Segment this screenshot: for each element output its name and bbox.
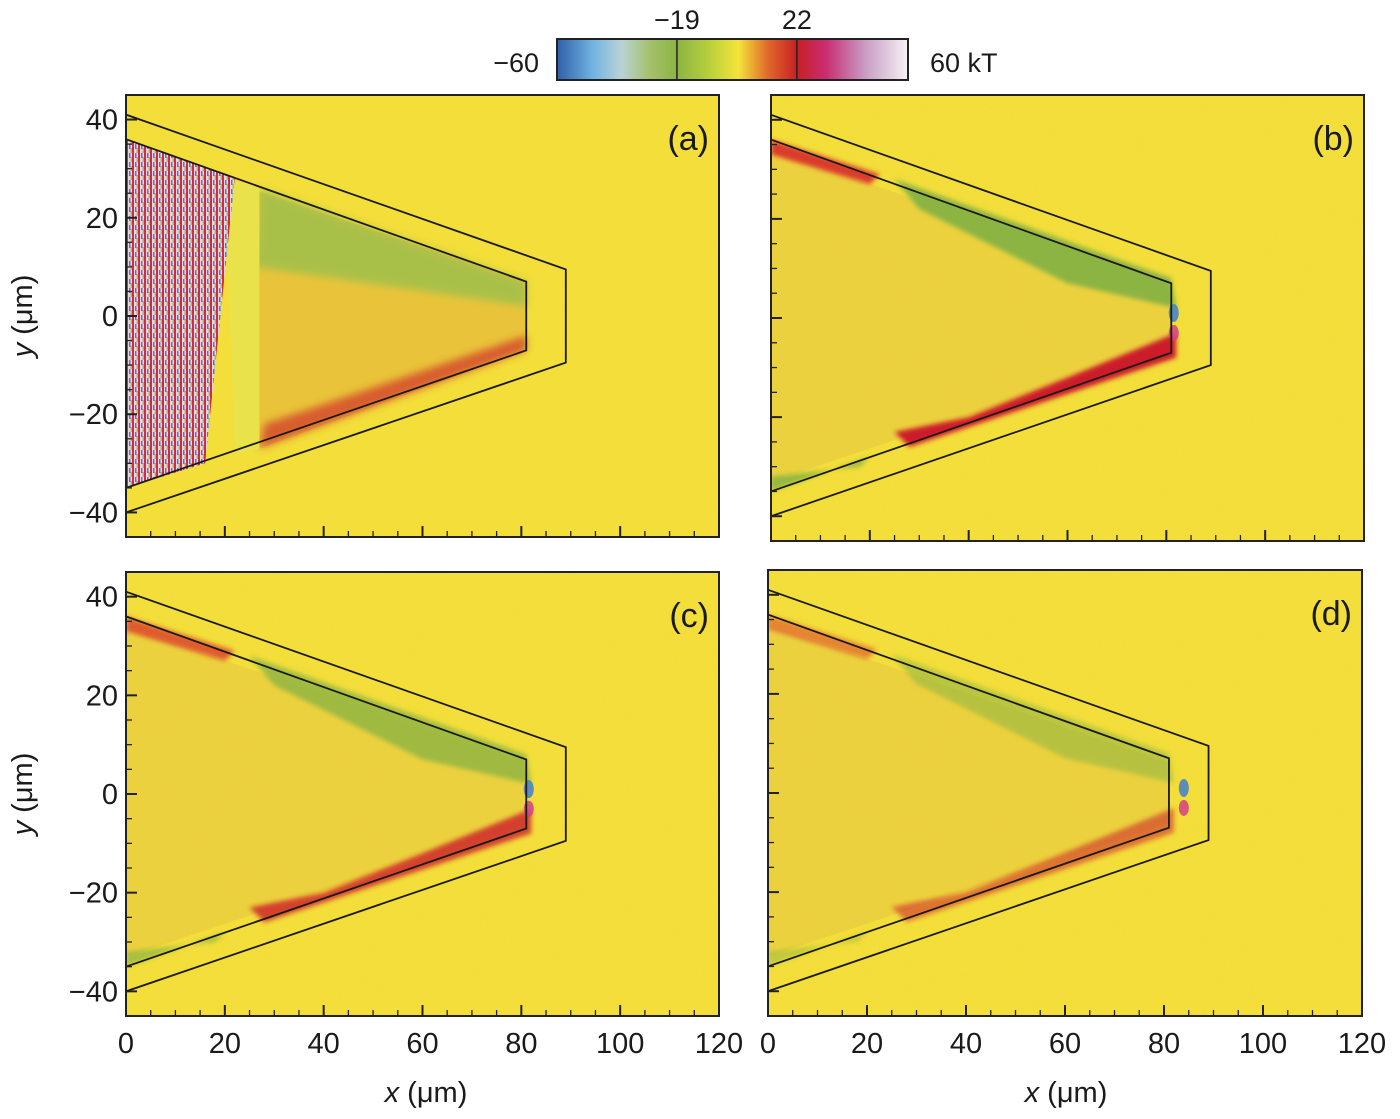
apex-hot-spot — [1168, 324, 1179, 341]
colorbar-min-label: −60 — [493, 48, 539, 78]
x-tick-label: 100 — [596, 1028, 644, 1060]
hot-band — [894, 332, 1177, 447]
panel-b: (b) — [770, 94, 1365, 542]
inner-boundary-line — [771, 138, 1173, 493]
x-tick-label: 120 — [695, 1028, 743, 1060]
inner-boundary-line — [126, 615, 528, 968]
x-tick-label: 0 — [760, 1028, 776, 1060]
x-tick-label: 60 — [406, 1028, 438, 1060]
panel-label: (a) — [667, 120, 709, 158]
x-tick-label: 20 — [209, 1028, 241, 1060]
outer-boundary-line — [771, 113, 1212, 518]
cone-region — [771, 149, 1172, 482]
y-tick-label: 40 — [86, 582, 118, 614]
panel-label: (c) — [669, 597, 709, 635]
inner-boundary-line — [768, 613, 1170, 968]
panel-a: 40 20 0 −20 −40 (a) — [69, 94, 720, 538]
outer-boundary-line — [126, 590, 567, 993]
cold-band — [891, 654, 1174, 784]
cold-band — [249, 655, 532, 785]
hot-band — [891, 807, 1174, 922]
apex-cold-spot — [1178, 779, 1189, 798]
panel-d: 0 20 40 60 80 100 120 (d) — [760, 569, 1386, 1060]
x-axis-title-right: x (μm) — [1023, 1077, 1108, 1109]
x-tick-label: 100 — [1239, 1028, 1287, 1060]
x-tick-label: 60 — [1049, 1028, 1081, 1060]
mixed-hot-region — [126, 139, 235, 488]
cold-region — [254, 188, 527, 307]
outer-boundary-line — [768, 588, 1210, 993]
hot-edge-upper — [771, 139, 880, 185]
apex-hot-spot — [1178, 799, 1189, 816]
x-tick-label: 80 — [1148, 1028, 1180, 1060]
hot-edge-upper — [126, 616, 235, 661]
x-tick-label: 40 — [308, 1028, 340, 1060]
y-axis-title-top: y (μm) — [7, 275, 39, 360]
x-tick-label: 80 — [505, 1028, 537, 1060]
y-tick-label: 40 — [86, 105, 118, 137]
colorbar: −19 22 −60 60 kT — [493, 5, 998, 81]
y-tick-label: 0 — [102, 301, 118, 333]
y-tick-label: −40 — [69, 497, 118, 529]
panel-c: 0 20 40 60 80 100 120 40 20 0 −20 −40 (c) — [69, 571, 743, 1060]
shock-layer — [224, 178, 260, 454]
y-tick-label: −20 — [69, 399, 118, 431]
x-tick-label: 20 — [851, 1028, 883, 1060]
hot-band — [249, 808, 532, 923]
colorbar-division-label-1: 22 — [782, 5, 812, 35]
colorbar-max-label: 60 kT — [930, 48, 998, 78]
y-tick-label: 0 — [102, 779, 118, 811]
panel-label: (d) — [1310, 595, 1352, 633]
x-axis-title-left: x (μm) — [383, 1077, 468, 1109]
hot-edge-upper — [768, 614, 877, 660]
hot-region — [259, 335, 527, 449]
y-tick-label: −40 — [69, 976, 118, 1008]
colorbar-division-label-0: −19 — [654, 5, 700, 35]
x-tick-label: 120 — [1338, 1028, 1386, 1060]
y-axis-title-bottom: y (μm) — [7, 753, 39, 838]
cone-region — [768, 624, 1169, 957]
y-tick-label: 20 — [86, 680, 118, 712]
apex-cold-spot — [1168, 304, 1179, 323]
outer-boundary-line — [126, 113, 567, 514]
cone-region — [126, 626, 527, 957]
cold-band — [894, 179, 1177, 309]
x-tick-label: 40 — [950, 1028, 982, 1060]
apex-cold-spot — [523, 780, 534, 799]
colorbar-gradient — [556, 38, 909, 81]
inner-boundary-line — [126, 138, 528, 489]
panel-label: (b) — [1312, 120, 1354, 158]
apex-hot-spot — [523, 800, 534, 817]
y-tick-label: −20 — [69, 878, 118, 910]
x-tick-label: 0 — [118, 1028, 134, 1060]
y-tick-label: 20 — [86, 203, 118, 235]
